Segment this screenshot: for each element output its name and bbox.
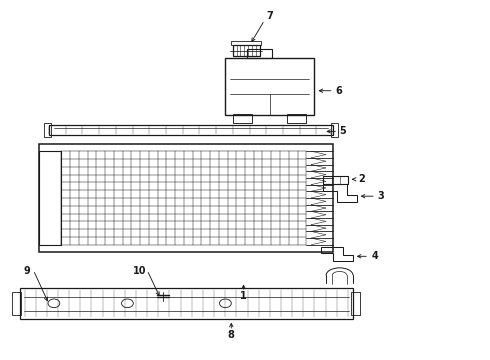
Text: 7: 7 (266, 11, 273, 21)
Text: 1: 1 (240, 291, 247, 301)
Text: 8: 8 (228, 330, 235, 340)
Text: 4: 4 (371, 251, 378, 261)
Text: 6: 6 (336, 86, 343, 96)
Text: 3: 3 (378, 191, 385, 201)
Text: 2: 2 (358, 174, 365, 184)
Text: 9: 9 (24, 266, 30, 276)
Text: 10: 10 (133, 266, 147, 276)
Text: 5: 5 (340, 126, 346, 136)
